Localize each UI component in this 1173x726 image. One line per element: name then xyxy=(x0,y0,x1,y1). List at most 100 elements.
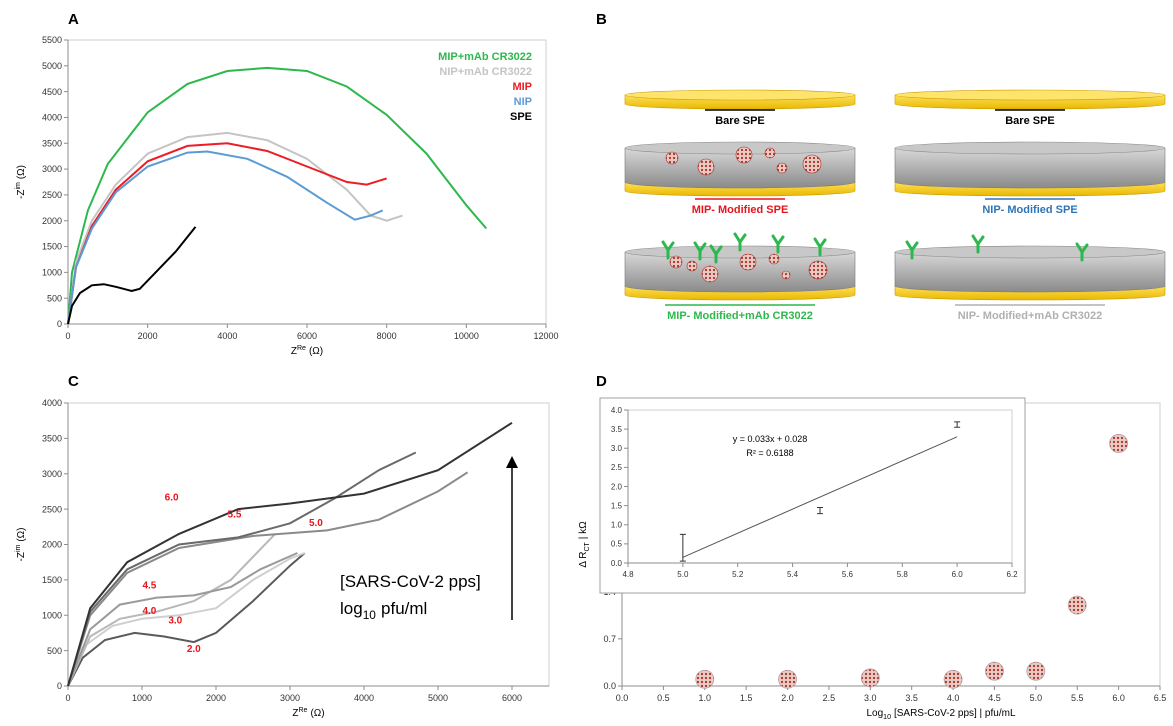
error-bar-line xyxy=(679,533,686,562)
x-tick-label: 4000 xyxy=(217,331,237,341)
diagram-label: Bare SPE xyxy=(1005,115,1055,127)
x-tick-label: 4.0 xyxy=(947,693,960,703)
equation: y = 0.033x + 0.028 xyxy=(733,434,808,444)
virus-icon xyxy=(735,146,753,164)
series-line xyxy=(67,226,197,325)
virus-icon xyxy=(764,147,776,159)
y-tick-label: 3000 xyxy=(42,164,62,174)
series-label: 6.0 xyxy=(165,493,179,504)
x-tick-label: 6.0 xyxy=(952,570,964,579)
plot-frame xyxy=(627,409,1013,564)
y-tick-label: 1500 xyxy=(42,242,62,252)
y-axis-label-part: -Z xyxy=(16,190,27,199)
y-tick-label: 0.0 xyxy=(611,559,623,568)
panel-letter: A xyxy=(68,11,79,28)
y-axis-label: -Zim (Ω) xyxy=(15,528,27,562)
x-tick-label: 5.2 xyxy=(732,570,744,579)
x-tick-label: 4000 xyxy=(354,693,374,703)
series-line xyxy=(67,552,298,687)
y-tick-label: 2500 xyxy=(42,190,62,200)
series-line xyxy=(67,66,488,325)
y-tick-label: 5000 xyxy=(42,61,62,71)
data-point xyxy=(985,661,1004,681)
y-axis-label-part: CT xyxy=(584,541,591,551)
antibody-icon xyxy=(813,237,827,257)
x-tick-label: 12000 xyxy=(533,331,558,341)
x-tick-label: 3.5 xyxy=(905,693,918,703)
y-axis-label: -Zim (Ω) xyxy=(15,165,27,199)
x-tick-label: 5.8 xyxy=(897,570,909,579)
error-bar xyxy=(817,507,823,515)
y-axis-label: Δ RCT | kΩ xyxy=(578,521,591,568)
virus-icon xyxy=(701,265,719,283)
series-line xyxy=(67,150,384,325)
antibody-icon xyxy=(771,234,785,254)
annotation-part: log xyxy=(340,599,363,618)
y-tick-label: 2.5 xyxy=(611,463,623,472)
x-axis-label-part: Re xyxy=(299,707,308,714)
y-tick-label: 1000 xyxy=(42,268,62,278)
polymer-side xyxy=(894,252,1166,293)
data-point xyxy=(943,669,963,689)
y-axis-label-part: im xyxy=(15,544,22,552)
y-tick-label: 3.0 xyxy=(611,444,623,453)
error-bar xyxy=(954,421,961,428)
electrode-base xyxy=(624,89,856,110)
antibody-icon xyxy=(905,240,919,260)
x-tick-label: 6.2 xyxy=(1006,570,1018,579)
electrode-top xyxy=(894,89,1166,101)
x-tick-label: 5.5 xyxy=(1071,693,1084,703)
x-axis-label-part: Z xyxy=(292,708,298,719)
diagram-label: NIP- Modified SPE xyxy=(982,204,1077,216)
y-tick-label: 0 xyxy=(57,681,62,691)
y-tick-label: 3500 xyxy=(42,138,62,148)
panel-letter: D xyxy=(596,373,607,390)
y-tick-label: 1.0 xyxy=(611,521,623,530)
x-tick-label: 0.5 xyxy=(657,693,670,703)
x-axis-label-part: Re xyxy=(297,345,306,352)
y-tick-label: 3000 xyxy=(42,469,62,479)
y-tick-label: 0.7 xyxy=(603,634,616,644)
x-tick-label: 2.5 xyxy=(823,693,836,703)
series-line xyxy=(67,552,306,687)
annotation: [SARS-CoV-2 pps] xyxy=(340,572,481,591)
electrode-top xyxy=(624,89,856,101)
x-tick-label: 0 xyxy=(65,331,70,341)
y-tick-label: 1000 xyxy=(42,610,62,620)
x-axis-label: ZRe (Ω) xyxy=(291,345,323,357)
y-tick-label: 4000 xyxy=(42,398,62,408)
y-axis-label-part: (Ω) xyxy=(16,528,27,542)
series-line xyxy=(67,552,306,687)
antibody-icon xyxy=(733,232,747,252)
trendline xyxy=(682,436,958,558)
diagram-label: NIP- Modified+mAb CR3022 xyxy=(958,310,1103,322)
plot-frame xyxy=(67,39,547,325)
legend-entry: MIP xyxy=(512,81,532,93)
y-axis-label-part: (Ω) xyxy=(16,165,27,179)
antibody-icon xyxy=(709,244,723,264)
y-tick-label: 0 xyxy=(57,319,62,329)
x-tick-label: 1000 xyxy=(132,693,152,703)
x-tick-label: 5.0 xyxy=(1030,693,1043,703)
polymer-top xyxy=(894,245,1166,259)
x-axis-label: ZRe (Ω) xyxy=(292,707,324,719)
y-tick-label: 5500 xyxy=(42,35,62,45)
virus-icon xyxy=(776,162,788,174)
y-tick-label: 4000 xyxy=(42,113,62,123)
series-line xyxy=(67,533,276,687)
y-tick-label: 0.0 xyxy=(603,681,616,691)
x-axis-label-part: (Ω) xyxy=(309,346,323,357)
antibody-icon xyxy=(971,234,985,254)
data-point xyxy=(695,669,715,689)
polymer-side xyxy=(894,148,1166,189)
x-tick-label: 5.6 xyxy=(842,570,854,579)
x-tick-label: 5.0 xyxy=(677,570,689,579)
x-axis-label: Log10 [SARS-CoV-2 pps] | pfu/mL xyxy=(866,708,1015,721)
series-label: 4.0 xyxy=(142,606,156,617)
series-line xyxy=(67,471,469,687)
r-squared: R² = 0.6188 xyxy=(746,448,793,458)
panel-letter: C xyxy=(68,373,79,390)
x-tick-label: 0 xyxy=(65,693,70,703)
virus-icon xyxy=(768,253,780,265)
